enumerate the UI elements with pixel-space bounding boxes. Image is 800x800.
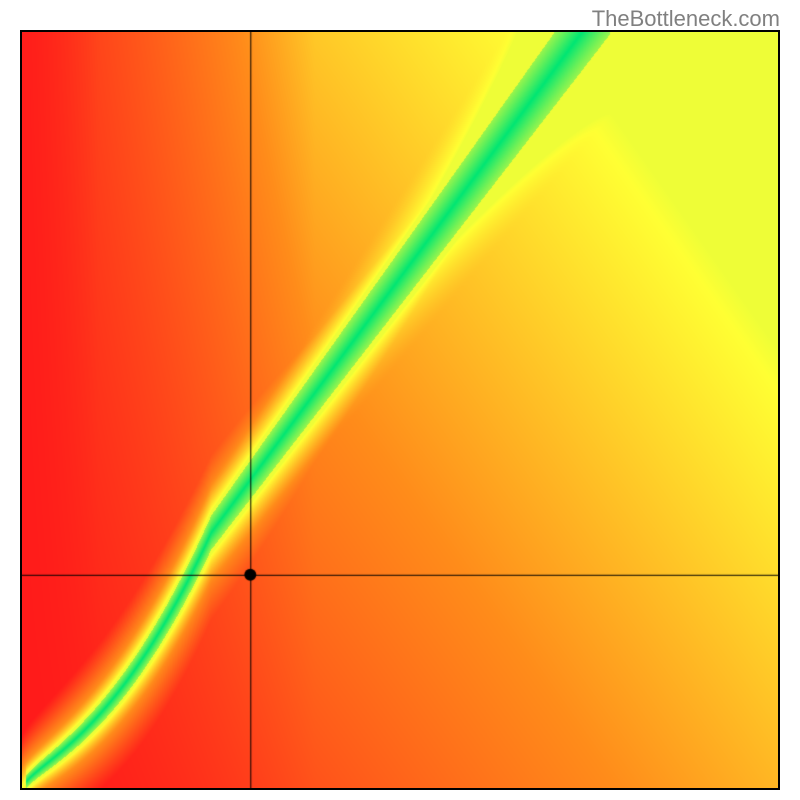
watermark-text: TheBottleneck.com (592, 6, 780, 32)
heatmap-canvas (22, 32, 778, 788)
heatmap-chart (20, 30, 780, 790)
chart-container: TheBottleneck.com (0, 0, 800, 800)
